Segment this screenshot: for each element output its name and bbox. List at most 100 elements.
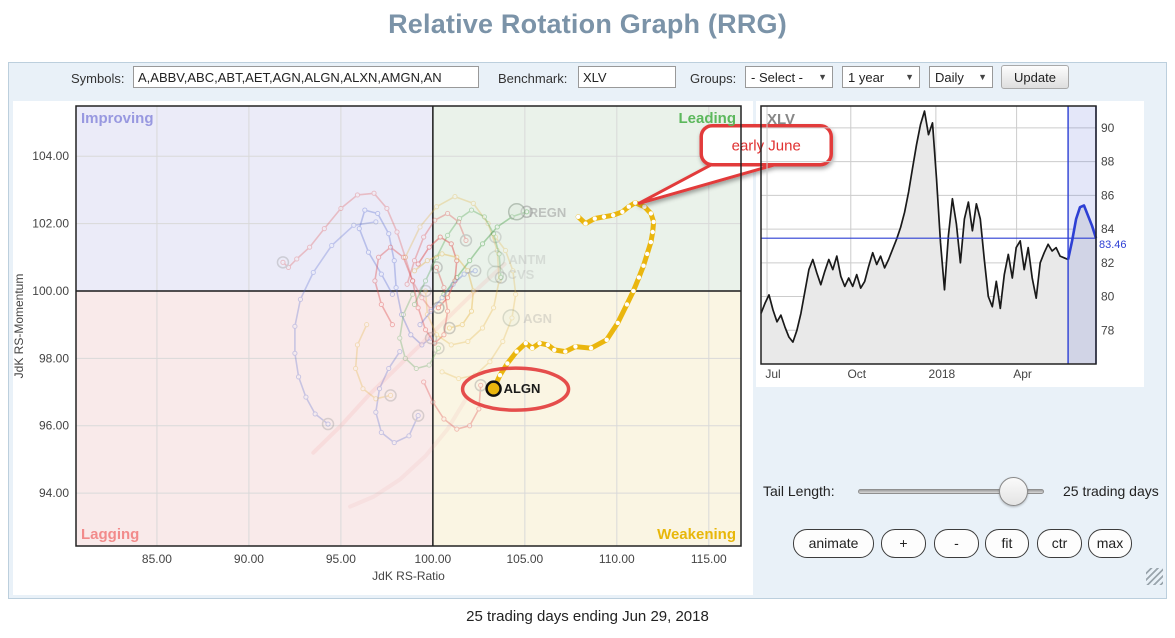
interval-select[interactable]: Daily ▼ xyxy=(929,66,993,88)
tail-dot xyxy=(394,229,400,235)
tail-dot xyxy=(441,291,447,297)
tail-dot xyxy=(444,210,451,217)
tail-dot xyxy=(391,258,397,264)
tail-dot xyxy=(417,224,423,230)
tail-dot xyxy=(354,342,361,348)
highlight-tail-dot xyxy=(636,275,642,280)
tail-dot xyxy=(452,278,458,284)
fit-button[interactable]: fit xyxy=(985,529,1029,558)
tail-dot xyxy=(432,340,438,346)
tail-dot xyxy=(454,258,460,264)
tail-dot xyxy=(485,220,491,227)
highlight-tail-dot xyxy=(610,212,616,218)
tail-dot xyxy=(410,278,416,284)
tail-dot xyxy=(430,399,436,405)
chevron-down-icon: ▼ xyxy=(978,72,987,82)
callout-bubble xyxy=(699,123,833,167)
x-tick-label: 90.00 xyxy=(234,552,264,566)
tail-dot xyxy=(393,284,399,291)
price-plot[interactable]: XLV 78 80 82 84 86 88 90 83.46 Jul Oct 2018 Apr xyxy=(760,105,1127,381)
resize-handle-icon[interactable] xyxy=(1146,568,1163,585)
tail-dot xyxy=(387,244,394,250)
tail-dot xyxy=(387,392,394,399)
y-tick-label: 98.00 xyxy=(39,351,69,365)
zoom-in-button[interactable]: + xyxy=(881,529,926,558)
highlight-tail-dot xyxy=(604,337,609,343)
algn-label: ALGN xyxy=(504,381,541,396)
tail-dot xyxy=(417,322,423,328)
groups-select[interactable]: - Select - ▼ xyxy=(745,66,833,88)
background-tail xyxy=(402,194,502,348)
ghost-symbol-label: REGN xyxy=(529,205,567,220)
tail-dot xyxy=(498,274,504,281)
tail-dot xyxy=(456,375,462,382)
highlight-tail-dot xyxy=(631,288,636,294)
highlight-tail-dot xyxy=(552,347,557,353)
tail-dot xyxy=(496,251,502,257)
x-tick-label: 105.00 xyxy=(507,552,544,566)
highlight-tail-dot xyxy=(624,302,630,307)
tail-dot xyxy=(376,386,383,392)
tail-dot xyxy=(373,219,379,225)
quadrant-lagging xyxy=(76,290,433,546)
zoom-out-button[interactable]: - xyxy=(934,529,979,558)
center-button[interactable]: ctr xyxy=(1037,529,1082,558)
y-axis-title: JdK RS-Momentum xyxy=(12,274,26,379)
tail-dot xyxy=(465,338,471,345)
x-tick-label: 95.00 xyxy=(326,552,356,566)
early-june-callout: early June xyxy=(637,123,833,206)
highlight-tail-dot xyxy=(626,204,631,209)
x-tick-label: 100.00 xyxy=(415,552,452,566)
tail-dot xyxy=(476,406,482,412)
tail-dot xyxy=(280,259,286,265)
rrg-plot-border xyxy=(75,105,742,547)
ghost-symbol: REGN xyxy=(507,203,567,221)
tail-dot xyxy=(478,382,484,388)
tail-dot xyxy=(402,355,408,361)
tail-dot xyxy=(402,254,408,260)
quadrant-label-lagging: Lagging xyxy=(81,526,139,543)
price-line-recent xyxy=(1066,204,1098,260)
tail-dot xyxy=(513,291,519,297)
animate-button[interactable]: animate xyxy=(793,529,874,558)
tail-endpoint-marker xyxy=(489,230,502,244)
tail-dot xyxy=(384,205,390,212)
tail-dot xyxy=(321,226,327,232)
tail-endpoint-marker xyxy=(424,331,438,345)
tail-length-slider-handle[interactable] xyxy=(999,477,1028,506)
tail-length-slider-track[interactable] xyxy=(858,489,1044,494)
quadrant-leading xyxy=(432,106,741,291)
update-button[interactable]: Update xyxy=(1001,65,1069,89)
tail-dot xyxy=(437,234,443,240)
tail-endpoint-marker xyxy=(494,271,508,284)
page-title: Relative Rotation Graph (RRG) xyxy=(388,9,787,39)
tail-dot xyxy=(487,359,493,365)
tail-line xyxy=(354,323,392,400)
benchmark-input[interactable] xyxy=(578,66,676,88)
max-button[interactable]: max xyxy=(1088,529,1132,558)
tail-line xyxy=(413,253,475,329)
tail-dot xyxy=(421,379,427,385)
tail-endpoint-marker xyxy=(411,409,425,422)
tail-dot xyxy=(400,254,407,260)
price-y-tick-label: 80 xyxy=(1101,290,1115,304)
tail-dot xyxy=(378,301,384,308)
tail-dot xyxy=(294,256,300,262)
symbols-input[interactable] xyxy=(133,66,479,88)
tail-dot xyxy=(435,345,441,351)
background-tail xyxy=(373,349,425,446)
tail-dot xyxy=(373,396,379,402)
tail-dot xyxy=(435,305,441,311)
tail-endpoint-marker xyxy=(419,284,432,298)
highlight-tail-dot xyxy=(573,344,578,349)
tail-dot xyxy=(490,305,497,311)
tail-dot xyxy=(454,426,460,432)
range-select[interactable]: 1 year ▼ xyxy=(842,66,920,88)
highlight-tail-dot xyxy=(497,372,503,378)
tail-dot xyxy=(419,342,425,348)
algn-marker[interactable] xyxy=(485,380,502,397)
highlight-tail-dot xyxy=(588,346,594,351)
